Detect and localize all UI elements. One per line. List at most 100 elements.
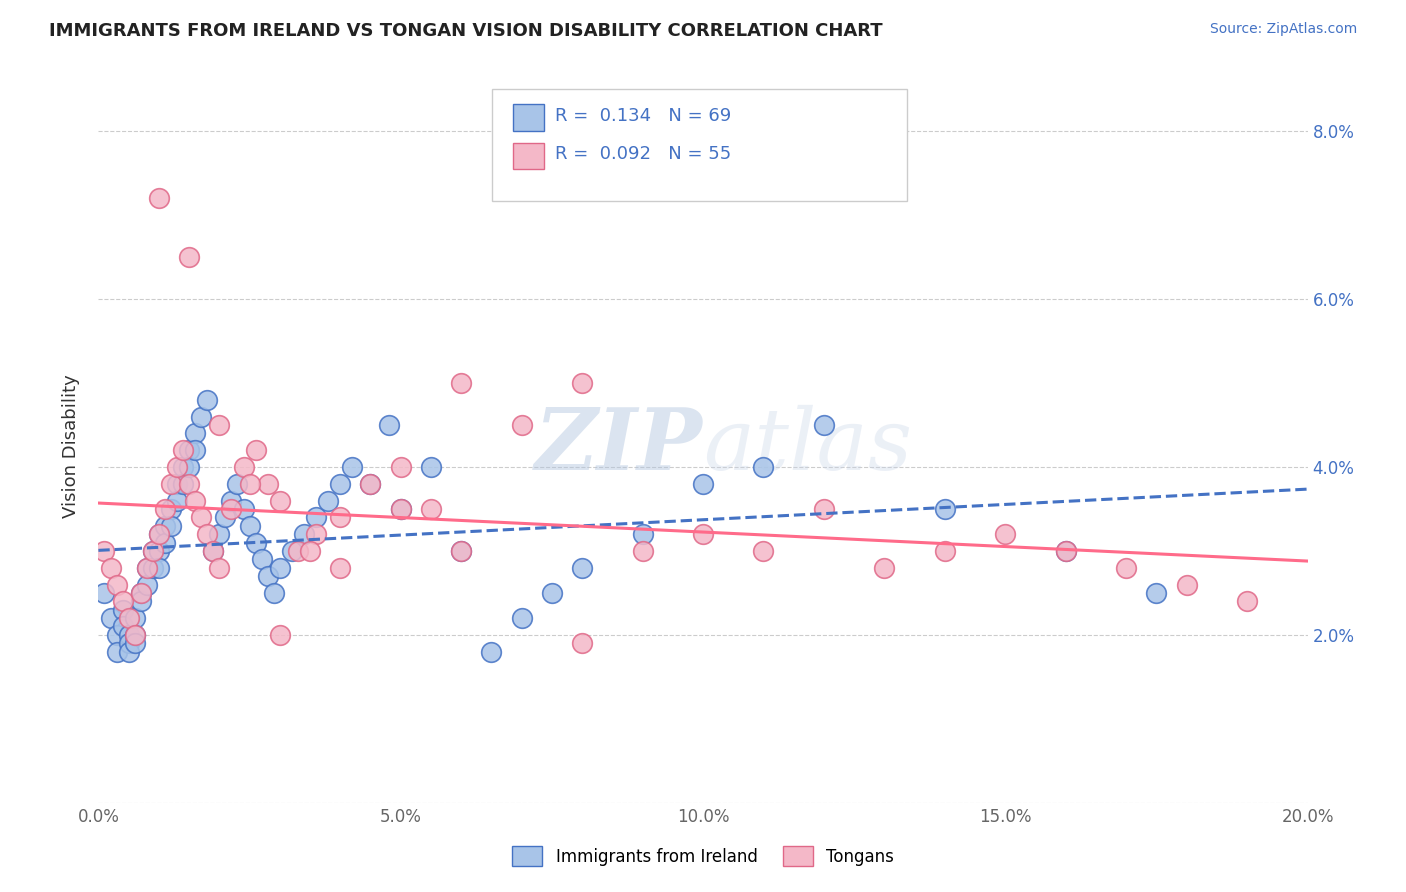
Point xyxy=(208,417,231,432)
Point xyxy=(389,460,412,475)
Point xyxy=(329,510,352,524)
Text: R =  0.134   N = 69: R = 0.134 N = 69 xyxy=(555,107,731,125)
Point xyxy=(172,443,194,458)
Point xyxy=(172,460,194,475)
Point xyxy=(226,476,249,491)
Point xyxy=(129,594,152,608)
Point xyxy=(571,560,593,574)
Point xyxy=(202,544,225,558)
Point xyxy=(142,544,165,558)
Point xyxy=(305,527,328,541)
Point xyxy=(100,560,122,574)
Point xyxy=(450,544,472,558)
Point xyxy=(250,552,273,566)
Point xyxy=(153,535,176,549)
Point xyxy=(221,502,243,516)
Point xyxy=(142,544,165,558)
Point xyxy=(179,443,201,458)
Point xyxy=(239,518,262,533)
Point xyxy=(389,502,412,516)
Point xyxy=(450,544,472,558)
Point xyxy=(105,628,128,642)
Point xyxy=(256,569,278,583)
Point xyxy=(166,460,188,475)
Point xyxy=(190,510,212,524)
Point xyxy=(221,493,243,508)
Point xyxy=(934,502,956,516)
Point xyxy=(269,560,291,574)
Point xyxy=(571,636,593,650)
Point xyxy=(124,636,146,650)
Point xyxy=(166,493,188,508)
Point xyxy=(124,628,146,642)
Point xyxy=(510,611,533,625)
Point xyxy=(184,426,207,441)
Point xyxy=(118,636,141,650)
Point xyxy=(873,560,896,574)
Point xyxy=(208,527,231,541)
Point xyxy=(377,417,399,432)
Point xyxy=(269,628,291,642)
Point xyxy=(360,476,382,491)
Point xyxy=(232,502,254,516)
Point xyxy=(195,392,218,407)
Point xyxy=(934,544,956,558)
Point xyxy=(994,527,1017,541)
Point xyxy=(287,544,309,558)
Point xyxy=(631,544,654,558)
Point xyxy=(1236,594,1258,608)
Point xyxy=(111,619,134,633)
Point xyxy=(190,409,212,424)
Point xyxy=(129,586,152,600)
Point xyxy=(1054,544,1077,558)
Point xyxy=(124,611,146,625)
Point xyxy=(239,476,262,491)
Point xyxy=(135,560,157,574)
Point xyxy=(179,476,201,491)
Point xyxy=(450,376,472,390)
Point xyxy=(184,493,207,508)
Point xyxy=(153,502,176,516)
Point xyxy=(118,611,141,625)
Point xyxy=(153,518,176,533)
Text: Source: ZipAtlas.com: Source: ZipAtlas.com xyxy=(1209,22,1357,37)
Point xyxy=(813,502,835,516)
Point xyxy=(752,544,775,558)
Point xyxy=(540,586,562,600)
Point xyxy=(245,535,267,549)
Point xyxy=(329,476,352,491)
Point xyxy=(208,560,231,574)
Point xyxy=(160,476,183,491)
Point xyxy=(1054,544,1077,558)
Point xyxy=(148,560,170,574)
Point xyxy=(124,628,146,642)
Point xyxy=(813,417,835,432)
Point xyxy=(135,577,157,591)
Point xyxy=(232,460,254,475)
Point xyxy=(389,502,412,516)
Point xyxy=(105,645,128,659)
Point xyxy=(184,443,207,458)
Point xyxy=(179,460,201,475)
Point xyxy=(692,476,714,491)
Point xyxy=(118,628,141,642)
Point xyxy=(111,603,134,617)
Point xyxy=(166,476,188,491)
Point xyxy=(245,443,267,458)
Point xyxy=(129,586,152,600)
Point xyxy=(263,586,285,600)
Point xyxy=(292,527,315,541)
Point xyxy=(481,645,503,659)
Point xyxy=(148,544,170,558)
Point xyxy=(571,376,593,390)
Point xyxy=(631,527,654,541)
Point xyxy=(105,577,128,591)
Point xyxy=(214,510,236,524)
Point xyxy=(195,527,218,541)
Y-axis label: Vision Disability: Vision Disability xyxy=(62,374,80,518)
Point xyxy=(160,502,183,516)
Point xyxy=(692,527,714,541)
Point xyxy=(316,493,339,508)
Point xyxy=(148,191,170,205)
Point xyxy=(269,493,291,508)
